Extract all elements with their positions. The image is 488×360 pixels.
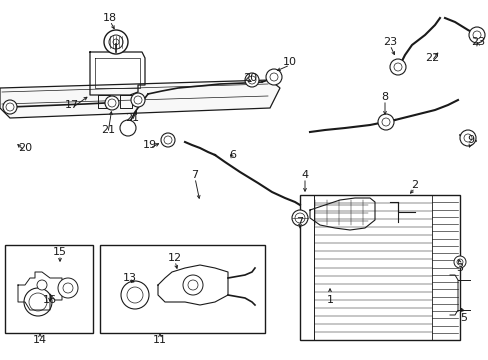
Circle shape	[163, 136, 172, 144]
Circle shape	[58, 278, 78, 298]
Circle shape	[381, 118, 389, 126]
Circle shape	[29, 293, 47, 311]
Text: 23: 23	[382, 37, 396, 47]
Circle shape	[37, 280, 47, 290]
Circle shape	[389, 59, 405, 75]
Circle shape	[265, 69, 282, 85]
Circle shape	[291, 210, 307, 226]
Circle shape	[183, 275, 203, 295]
Text: 10: 10	[283, 57, 296, 67]
Circle shape	[294, 213, 305, 223]
Circle shape	[161, 133, 175, 147]
Circle shape	[63, 283, 73, 293]
Text: 20: 20	[243, 73, 257, 83]
Text: 7: 7	[296, 217, 303, 227]
Text: 23: 23	[470, 37, 484, 47]
Text: 11: 11	[153, 335, 167, 345]
Text: 13: 13	[123, 273, 137, 283]
Text: 14: 14	[33, 335, 47, 345]
Circle shape	[6, 103, 14, 111]
Text: 9: 9	[467, 135, 473, 145]
Circle shape	[472, 31, 480, 39]
Text: 17: 17	[65, 100, 79, 110]
Bar	[5, 245, 93, 333]
Bar	[100, 245, 264, 333]
Polygon shape	[0, 80, 280, 118]
Circle shape	[121, 281, 149, 309]
Circle shape	[113, 39, 119, 45]
Circle shape	[453, 256, 465, 268]
Text: 19: 19	[142, 140, 157, 150]
Circle shape	[131, 93, 145, 107]
Text: 16: 16	[43, 295, 57, 305]
Text: 18: 18	[103, 13, 117, 23]
Text: 8: 8	[381, 92, 388, 102]
Circle shape	[108, 99, 116, 107]
Circle shape	[187, 280, 198, 290]
Text: 12: 12	[167, 253, 182, 263]
Circle shape	[104, 30, 128, 54]
Text: 5: 5	[460, 313, 467, 323]
Text: 15: 15	[53, 247, 67, 257]
Text: 6: 6	[229, 150, 236, 160]
Text: 22: 22	[424, 53, 438, 63]
Circle shape	[456, 259, 462, 265]
Bar	[299, 195, 459, 340]
Circle shape	[105, 96, 119, 110]
Circle shape	[247, 76, 256, 84]
Circle shape	[24, 288, 52, 316]
Text: 20: 20	[18, 143, 32, 153]
Text: 4: 4	[301, 170, 308, 180]
Circle shape	[393, 63, 401, 71]
Text: 2: 2	[410, 180, 418, 190]
Circle shape	[127, 287, 142, 303]
Text: 3: 3	[456, 263, 463, 273]
Circle shape	[134, 96, 142, 104]
Circle shape	[468, 27, 484, 43]
Circle shape	[463, 134, 471, 142]
Text: 7: 7	[191, 170, 198, 180]
Circle shape	[120, 120, 136, 136]
Circle shape	[3, 100, 17, 114]
Circle shape	[459, 130, 475, 146]
Circle shape	[109, 35, 123, 49]
Circle shape	[269, 73, 278, 81]
Circle shape	[377, 114, 393, 130]
Text: 21: 21	[124, 113, 139, 123]
Circle shape	[244, 73, 259, 87]
Text: 1: 1	[326, 295, 333, 305]
Text: 21: 21	[101, 125, 115, 135]
